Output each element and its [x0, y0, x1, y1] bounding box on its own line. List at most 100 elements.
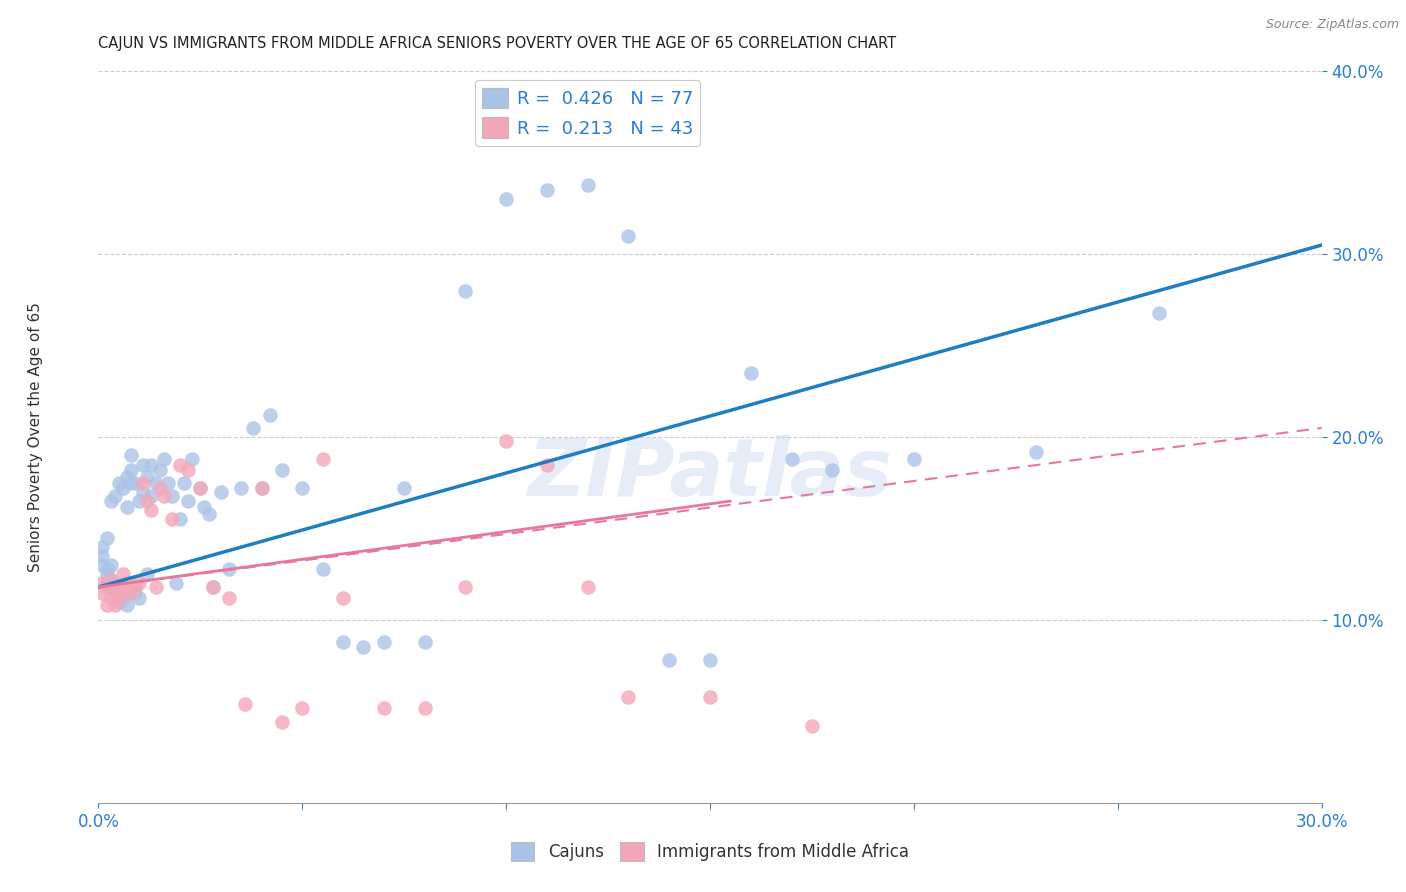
- Point: [250, 481, 273, 495]
- Point: [177, 494, 200, 508]
- Point: [128, 591, 150, 605]
- Point: [169, 458, 191, 472]
- Point: [903, 452, 925, 467]
- Text: ZIPatlas: ZIPatlas: [527, 434, 893, 513]
- Point: [145, 475, 167, 490]
- Point: [740, 366, 762, 380]
- Point: [104, 576, 127, 591]
- Point: [91, 585, 114, 599]
- Point: [149, 463, 172, 477]
- Point: [91, 576, 114, 591]
- Point: [152, 452, 174, 467]
- Point: [699, 653, 721, 667]
- Point: [108, 591, 131, 605]
- Point: [149, 481, 172, 495]
- Point: [120, 475, 142, 490]
- Point: [536, 183, 558, 197]
- Point: [132, 485, 155, 500]
- Point: [160, 512, 183, 526]
- Point: [1025, 444, 1047, 458]
- Point: [197, 507, 219, 521]
- Point: [188, 481, 212, 495]
- Point: [96, 580, 118, 594]
- Point: [96, 576, 118, 591]
- Point: [124, 580, 146, 594]
- Point: [312, 562, 335, 576]
- Point: [145, 580, 167, 594]
- Point: [495, 192, 517, 206]
- Point: [100, 558, 122, 573]
- Point: [454, 284, 477, 298]
- Legend: Cajuns, Immigrants from Middle Africa: Cajuns, Immigrants from Middle Africa: [505, 835, 915, 868]
- Point: [136, 494, 159, 508]
- Text: Seniors Poverty Over the Age of 65: Seniors Poverty Over the Age of 65: [28, 302, 42, 572]
- Point: [1147, 306, 1170, 320]
- Point: [617, 690, 640, 704]
- Point: [141, 503, 163, 517]
- Point: [136, 567, 159, 582]
- Point: [100, 573, 122, 587]
- Point: [259, 408, 281, 422]
- Point: [413, 700, 436, 714]
- Point: [165, 576, 187, 591]
- Point: [152, 489, 174, 503]
- Point: [96, 562, 118, 576]
- Point: [801, 719, 824, 733]
- Point: [91, 540, 114, 554]
- Point: [250, 481, 273, 495]
- Point: [218, 591, 240, 605]
- Point: [413, 635, 436, 649]
- Point: [132, 458, 155, 472]
- Point: [115, 470, 138, 484]
- Point: [160, 489, 183, 503]
- Point: [156, 475, 179, 490]
- Point: [576, 580, 599, 594]
- Point: [100, 591, 122, 605]
- Point: [454, 580, 477, 594]
- Point: [536, 458, 558, 472]
- Text: Source: ZipAtlas.com: Source: ZipAtlas.com: [1265, 18, 1399, 31]
- Point: [242, 421, 264, 435]
- Point: [332, 591, 354, 605]
- Point: [312, 452, 335, 467]
- Point: [96, 531, 118, 545]
- Point: [291, 700, 314, 714]
- Point: [96, 599, 118, 613]
- Point: [270, 463, 294, 477]
- Point: [373, 635, 395, 649]
- Point: [201, 580, 224, 594]
- Point: [218, 562, 240, 576]
- Point: [111, 580, 134, 594]
- Point: [352, 640, 374, 655]
- Point: [233, 697, 256, 711]
- Point: [115, 500, 138, 514]
- Point: [169, 512, 191, 526]
- Point: [100, 573, 122, 587]
- Point: [120, 463, 142, 477]
- Point: [111, 567, 134, 582]
- Point: [136, 470, 159, 484]
- Point: [91, 558, 114, 573]
- Point: [201, 580, 224, 594]
- Point: [120, 449, 142, 463]
- Point: [128, 494, 150, 508]
- Point: [291, 481, 314, 495]
- Point: [108, 475, 131, 490]
- Point: [141, 458, 163, 472]
- Point: [104, 585, 127, 599]
- Point: [181, 452, 204, 467]
- Point: [96, 567, 118, 582]
- Point: [699, 690, 721, 704]
- Point: [120, 585, 142, 599]
- Point: [231, 481, 253, 495]
- Point: [821, 463, 844, 477]
- Point: [128, 576, 150, 591]
- Point: [111, 481, 134, 495]
- Point: [392, 481, 416, 495]
- Point: [111, 585, 134, 599]
- Point: [115, 576, 138, 591]
- Point: [108, 580, 131, 594]
- Point: [177, 463, 200, 477]
- Point: [132, 475, 155, 490]
- Point: [104, 599, 127, 613]
